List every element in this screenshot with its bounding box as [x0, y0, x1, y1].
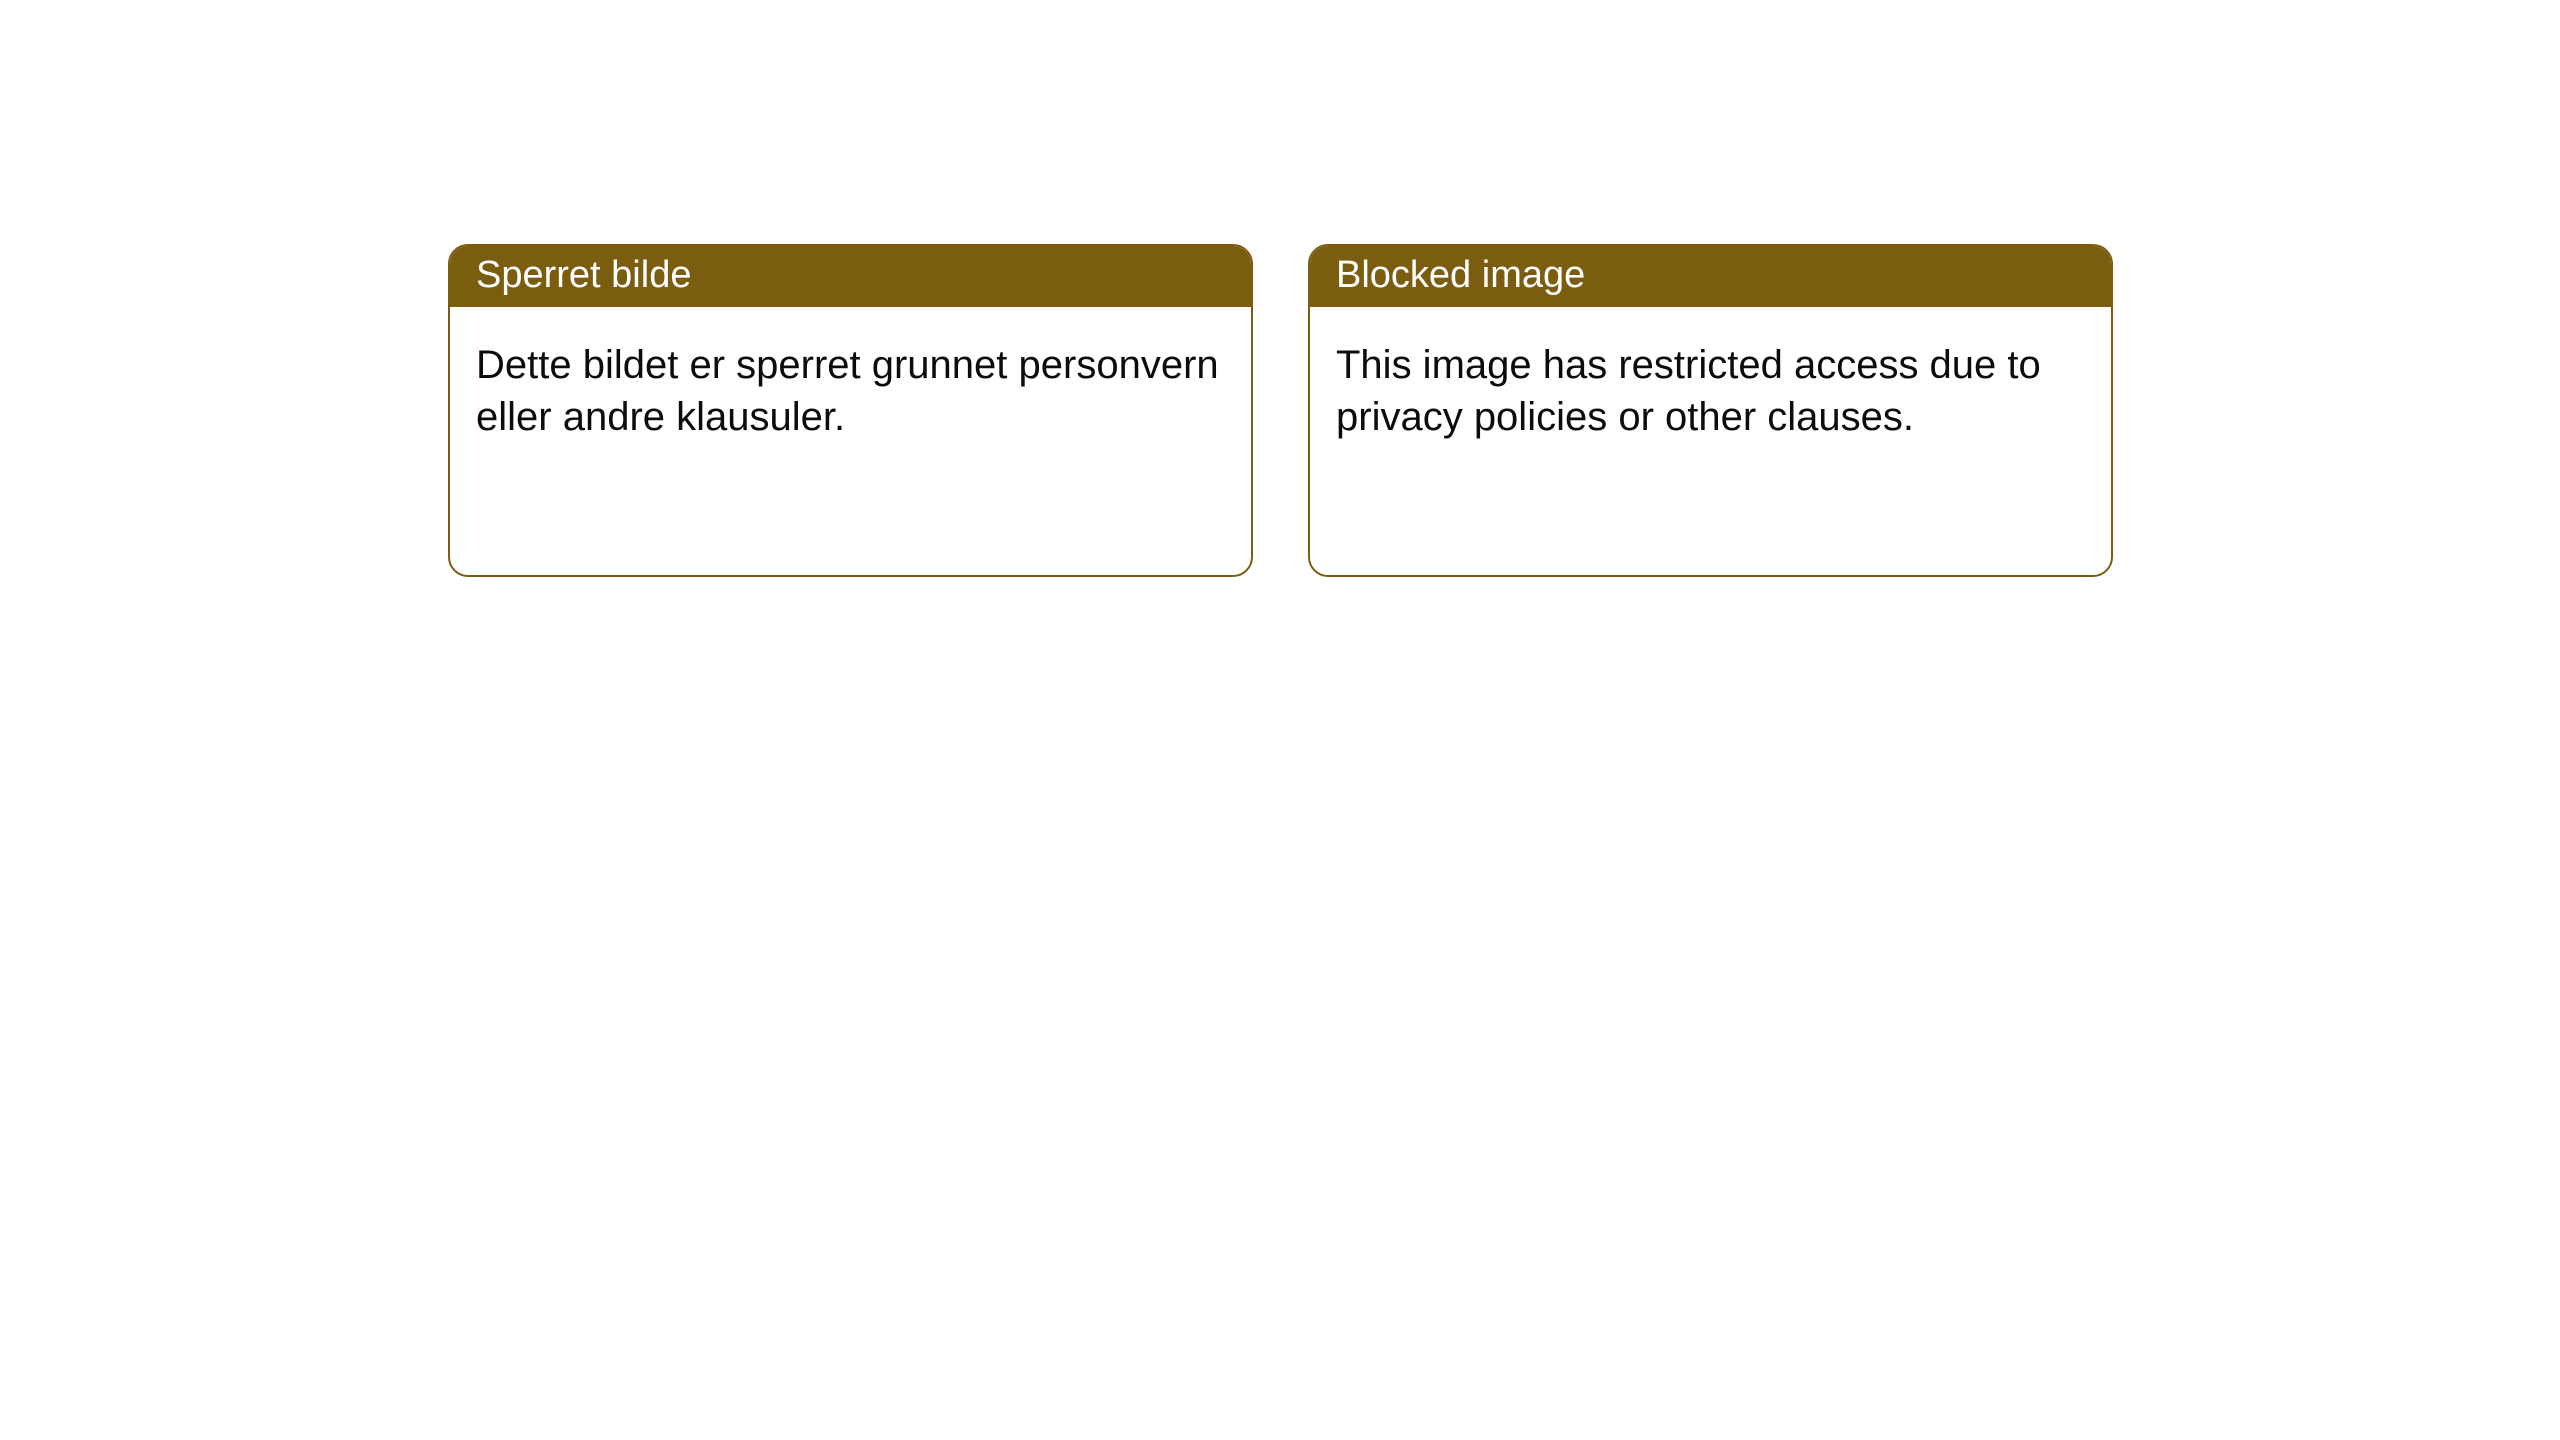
notice-header-english: Blocked image — [1310, 246, 2111, 307]
notice-body-english: This image has restricted access due to … — [1310, 307, 2111, 475]
notice-card-norwegian: Sperret bilde Dette bildet er sperret gr… — [448, 244, 1253, 577]
notice-card-english: Blocked image This image has restricted … — [1308, 244, 2113, 577]
notice-container: Sperret bilde Dette bildet er sperret gr… — [448, 244, 2113, 577]
notice-body-norwegian: Dette bildet er sperret grunnet personve… — [450, 307, 1251, 475]
notice-header-norwegian: Sperret bilde — [450, 246, 1251, 307]
